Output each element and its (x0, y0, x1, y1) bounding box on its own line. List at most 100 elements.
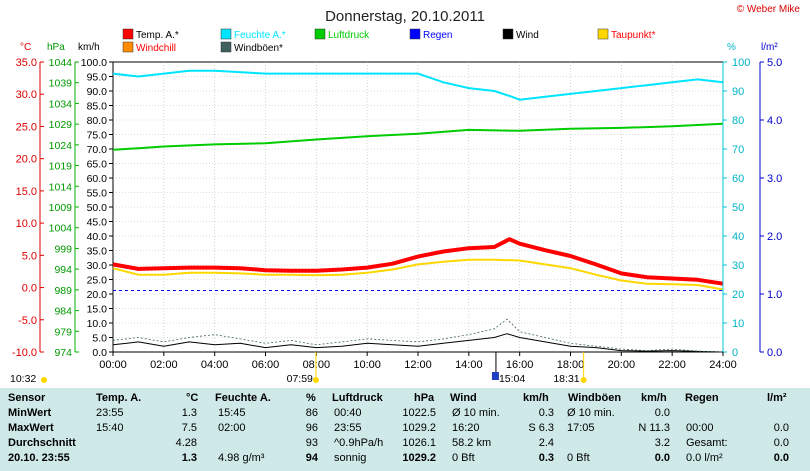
table-cell-hum-v: 94 (305, 452, 318, 464)
table-cell-gust-t: Ø 10 min. (567, 407, 615, 419)
x-tick-label: 12:00 (404, 359, 432, 371)
press-tick-label: 1019 (49, 161, 73, 173)
legend-swatch (502, 28, 514, 40)
temp-tick-label: 10.0 (16, 218, 37, 230)
hum-tick-label: 0 (732, 347, 738, 359)
series-wind (112, 333, 724, 353)
hdr-wind: Wind (450, 392, 477, 404)
wind-tick-label: 80.0 (87, 115, 108, 127)
x-tick-label: 18:00 (557, 359, 585, 371)
wind-tick-label: 70.0 (87, 144, 108, 156)
press-tick-label: 1029 (49, 119, 73, 131)
legend-swatch (409, 28, 421, 40)
stats-table: Sensor Temp. A. °C Feuchte A. % Luftdruc… (0, 388, 810, 471)
table-cell-rain-v: 0.0 (773, 452, 789, 464)
wind-tick-label: 55.0 (87, 188, 108, 200)
hum-tick-label: 20 (732, 289, 744, 301)
left-time-dot (41, 377, 47, 383)
table-cell-label: MaxWert (8, 422, 54, 434)
table-cell-hum-v: 96 (305, 422, 318, 434)
sun-marks: 07:59 18:31 15:04 10:32 (10, 352, 587, 385)
x-tick-label: 10:00 (353, 359, 381, 371)
table-cell-press-t: 23:55 (334, 422, 362, 434)
table-cell-hum-v: 93 (305, 437, 318, 449)
table-cell-gust-v: N 11.3 (638, 422, 670, 434)
press-tick-label: 984 (54, 306, 72, 318)
wind-max-label: 15:04 (499, 373, 525, 385)
table-cell-label: Durchschnitt (8, 437, 76, 449)
wind-max-marker (491, 372, 499, 380)
legend-swatch (314, 28, 326, 40)
press-tick-label: 1009 (49, 202, 73, 214)
press-tick-label: 1034 (49, 98, 73, 110)
table-cell-temp-v: 1.3 (181, 452, 197, 464)
legend-label: Luftdruck (328, 30, 370, 41)
wind-tick-label: 95.0 (87, 72, 108, 84)
sunset-dot (580, 377, 587, 383)
wind-tick-label: 75.0 (87, 130, 108, 142)
x-tick-label: 20:00 (608, 359, 636, 371)
temp-tick-label: 20.0 (16, 154, 37, 166)
temp-tick-label: 15.0 (16, 186, 37, 198)
series-luftdruck (112, 122, 724, 151)
hum-tick-label: 40 (732, 231, 744, 243)
rain-tick-label: 3.0 (767, 173, 782, 185)
series-taupunkt (112, 258, 724, 291)
wind-tick-label: 85.0 (87, 101, 108, 113)
hdr-temp-unit: °C (186, 392, 199, 404)
table-cell-label: MinWert (8, 407, 52, 419)
legend-swatch (122, 28, 134, 40)
hdr-hum-unit: % (306, 392, 316, 404)
temp-tick-label: 0.0 (22, 283, 37, 295)
hdr-gust: Windböen (568, 392, 622, 404)
legend-label: Wind (516, 30, 539, 41)
press-tick-label: 1014 (49, 181, 73, 193)
table-cell-wind-v: 2.4 (538, 437, 554, 449)
rain-tick-label: 5.0 (767, 57, 782, 69)
press-tick-label: 999 (54, 243, 72, 255)
table-cell-label: 20.10. 23:55 (8, 452, 70, 464)
legend-label: Windchill (136, 43, 176, 54)
table-cell-hum-v: 86 (305, 407, 318, 419)
unit-temp: °C (20, 42, 31, 53)
temp-tick-label: 30.0 (16, 89, 37, 101)
table-cell-temp-v: 7.5 (181, 422, 197, 434)
hum-tick-label: 80 (732, 115, 744, 127)
temp-tick-label: 5.0 (22, 250, 37, 262)
legend-label: Temp. A.* (136, 30, 179, 41)
table-cell-temp-v: 1.3 (181, 407, 197, 419)
table-cell-rain-v: 0.0 (773, 422, 789, 434)
legend-swatch (220, 41, 232, 53)
x-tick-label: 00:00 (99, 359, 127, 371)
wind-tick-label: 40.0 (87, 231, 108, 243)
legend-label: Taupunkt* (611, 30, 656, 41)
x-tick-label: 24:00 (709, 359, 737, 371)
table-cell-hum-t: 02:00 (218, 422, 246, 434)
x-tick-label: 16:00 (506, 359, 534, 371)
rain-tick-label: 4.0 (767, 115, 782, 127)
table-cell-wind-v: S 6.3 (528, 422, 554, 434)
legend-swatch (597, 28, 609, 40)
weather-chart: Donnerstag, 20.10.2011 © Weber Mike Temp… (10, 4, 800, 385)
table-cell-wind-v: 0.3 (538, 452, 554, 464)
wind-tick-label: 35.0 (87, 246, 108, 258)
wind-tick-label: 100.0 (81, 57, 107, 69)
rain-tick-label: 1.0 (767, 289, 782, 301)
table-cell-press-v: 1029.2 (402, 422, 436, 434)
wind-tick-label: 10.0 (87, 318, 108, 330)
legend-swatch (220, 28, 232, 40)
press-tick-label: 994 (54, 264, 72, 276)
wind-tick-label: 30.0 (87, 260, 108, 272)
press-tick-label: 1004 (49, 223, 73, 235)
table-cell-press-t: ^0.9hPa/h (334, 437, 384, 449)
table-cell-temp-t: 15:40 (96, 422, 124, 434)
table-cell-wind-t: 16:20 (452, 422, 480, 434)
legend-label: Feuchte A.* (234, 30, 286, 41)
sunrise-label: 07:59 (287, 373, 313, 385)
hum-tick-label: 50 (732, 202, 744, 214)
wind-tick-label: 45.0 (87, 217, 108, 229)
table-cell-rain-v: 0.0 (773, 437, 789, 449)
unit-hum: % (727, 42, 736, 53)
table-cell-rain-t: 00:00 (686, 422, 714, 434)
x-tick-label: 02:00 (150, 359, 178, 371)
